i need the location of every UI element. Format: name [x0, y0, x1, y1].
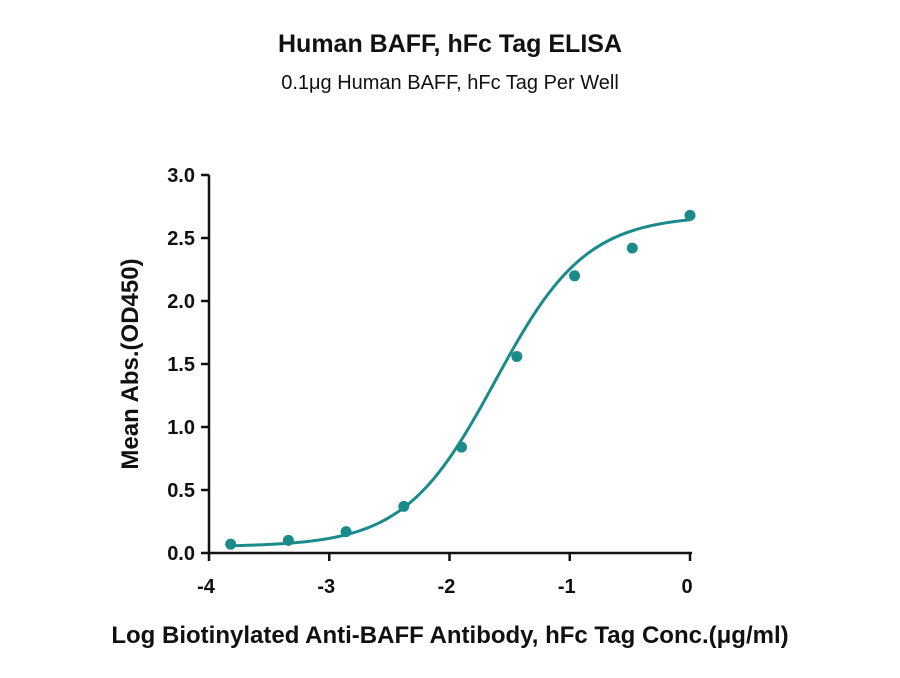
chart-subtitle: 0.1μg Human BAFF, hFc Tag Per Well [281, 72, 619, 94]
y-tick-label: 0.0 [167, 543, 195, 565]
y-ticks: 0.0 0.5 1.0 1.5 2.0 2.5 3.0 [167, 165, 209, 565]
y-tick-label: 3.0 [167, 165, 195, 187]
y-tick-label: 0.5 [167, 480, 195, 502]
y-axis-title: Mean Abs.(OD450) [117, 258, 144, 469]
chart-title: Human BAFF, hFc Tag ELISA [278, 30, 622, 58]
y-tick-label: 1.0 [167, 417, 195, 439]
data-point [626, 242, 638, 254]
x-ticks: -4 -3 -2 -1 0 [197, 553, 693, 598]
y-tick-label: 1.5 [167, 354, 195, 376]
x-tick-label: -2 [438, 576, 456, 598]
data-points [225, 209, 696, 550]
x-tick-label: 0 [681, 576, 692, 598]
y-tick-label: 2.5 [167, 228, 195, 250]
x-tick-label: -1 [558, 576, 576, 598]
data-point [340, 526, 352, 538]
data-point [398, 500, 410, 512]
data-point [684, 209, 696, 221]
data-point [282, 534, 294, 546]
data-point [569, 270, 581, 282]
y-tick-label: 2.0 [167, 291, 195, 313]
x-tick-label: -4 [197, 576, 216, 598]
data-point [225, 538, 237, 550]
x-axis-title: Log Biotinylated Anti-BAFF Antibody, hFc… [111, 622, 788, 649]
x-tick-label: -3 [317, 576, 335, 598]
fit-curve [230, 218, 691, 548]
axes [207, 175, 692, 555]
data-point [456, 441, 468, 453]
data-point [511, 350, 523, 362]
